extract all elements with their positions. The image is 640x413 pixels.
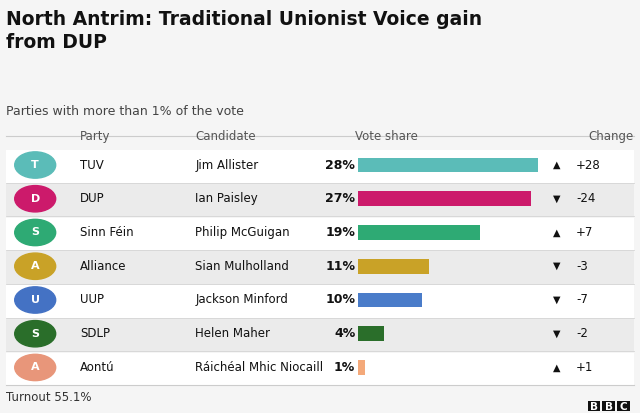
Text: ▼: ▼ [552, 329, 560, 339]
Text: Sian Mulholland: Sian Mulholland [195, 260, 289, 273]
Text: A: A [31, 363, 40, 373]
Text: UUP: UUP [80, 294, 104, 306]
Text: ▼: ▼ [552, 194, 560, 204]
Text: Turnout 55.1%: Turnout 55.1% [6, 392, 92, 404]
Text: 11%: 11% [325, 260, 355, 273]
Text: Aontú: Aontú [80, 361, 115, 374]
FancyBboxPatch shape [6, 252, 634, 284]
Text: ▲: ▲ [552, 363, 560, 373]
Text: +28: +28 [576, 159, 601, 171]
Text: DUP: DUP [80, 192, 104, 205]
FancyBboxPatch shape [6, 184, 634, 216]
Text: 10%: 10% [325, 294, 355, 306]
Text: -2: -2 [576, 327, 588, 340]
FancyBboxPatch shape [6, 218, 634, 250]
Circle shape [15, 219, 56, 246]
FancyBboxPatch shape [588, 401, 600, 413]
Text: North Antrim: Traditional Unionist Voice gain
from DUP: North Antrim: Traditional Unionist Voice… [6, 10, 483, 52]
FancyBboxPatch shape [358, 225, 480, 240]
Text: Jim Allister: Jim Allister [195, 159, 259, 171]
Text: -24: -24 [576, 192, 595, 205]
Text: C: C [620, 402, 627, 412]
Text: 4%: 4% [334, 327, 355, 340]
FancyBboxPatch shape [6, 285, 634, 318]
Text: Jackson Minford: Jackson Minford [195, 294, 288, 306]
Text: T: T [31, 160, 39, 170]
Text: 27%: 27% [325, 192, 355, 205]
Text: B: B [590, 402, 598, 412]
Text: TUV: TUV [80, 159, 104, 171]
FancyBboxPatch shape [617, 401, 630, 413]
FancyBboxPatch shape [6, 150, 634, 183]
FancyBboxPatch shape [358, 360, 365, 375]
Text: ▲: ▲ [552, 160, 560, 170]
Text: ▼: ▼ [552, 261, 560, 271]
Text: +1: +1 [576, 361, 593, 374]
Circle shape [15, 152, 56, 178]
Text: ▲: ▲ [552, 228, 560, 237]
Text: U: U [31, 295, 40, 305]
Circle shape [15, 320, 56, 347]
Text: -7: -7 [576, 294, 588, 306]
Text: +7: +7 [576, 226, 593, 239]
Text: A: A [31, 261, 40, 271]
FancyBboxPatch shape [358, 326, 384, 341]
Text: Sinn Féin: Sinn Féin [80, 226, 134, 239]
Circle shape [15, 253, 56, 280]
Text: Candidate: Candidate [195, 130, 256, 142]
FancyBboxPatch shape [358, 158, 538, 172]
Circle shape [15, 354, 56, 381]
FancyBboxPatch shape [358, 191, 531, 206]
Text: B: B [605, 402, 612, 412]
Text: 1%: 1% [334, 361, 355, 374]
Text: D: D [31, 194, 40, 204]
Text: S: S [31, 228, 39, 237]
Text: 28%: 28% [325, 159, 355, 171]
FancyBboxPatch shape [358, 259, 429, 274]
Text: Philip McGuigan: Philip McGuigan [195, 226, 290, 239]
FancyBboxPatch shape [6, 319, 634, 351]
Text: S: S [31, 329, 39, 339]
Text: ▼: ▼ [552, 295, 560, 305]
Text: Change: Change [588, 130, 634, 142]
Text: Ráichéal Mhic Niocaill: Ráichéal Mhic Niocaill [195, 361, 323, 374]
Text: -3: -3 [576, 260, 588, 273]
Text: Alliance: Alliance [80, 260, 127, 273]
Circle shape [15, 185, 56, 212]
FancyBboxPatch shape [358, 292, 422, 307]
Text: Helen Maher: Helen Maher [195, 327, 270, 340]
FancyBboxPatch shape [6, 353, 634, 385]
Circle shape [15, 287, 56, 313]
Text: Parties with more than 1% of the vote: Parties with more than 1% of the vote [6, 105, 244, 118]
Text: Party: Party [80, 130, 111, 142]
Text: SDLP: SDLP [80, 327, 110, 340]
Text: Ian Paisley: Ian Paisley [195, 192, 258, 205]
Text: Vote share: Vote share [355, 130, 418, 142]
Text: 19%: 19% [325, 226, 355, 239]
FancyBboxPatch shape [602, 401, 615, 413]
